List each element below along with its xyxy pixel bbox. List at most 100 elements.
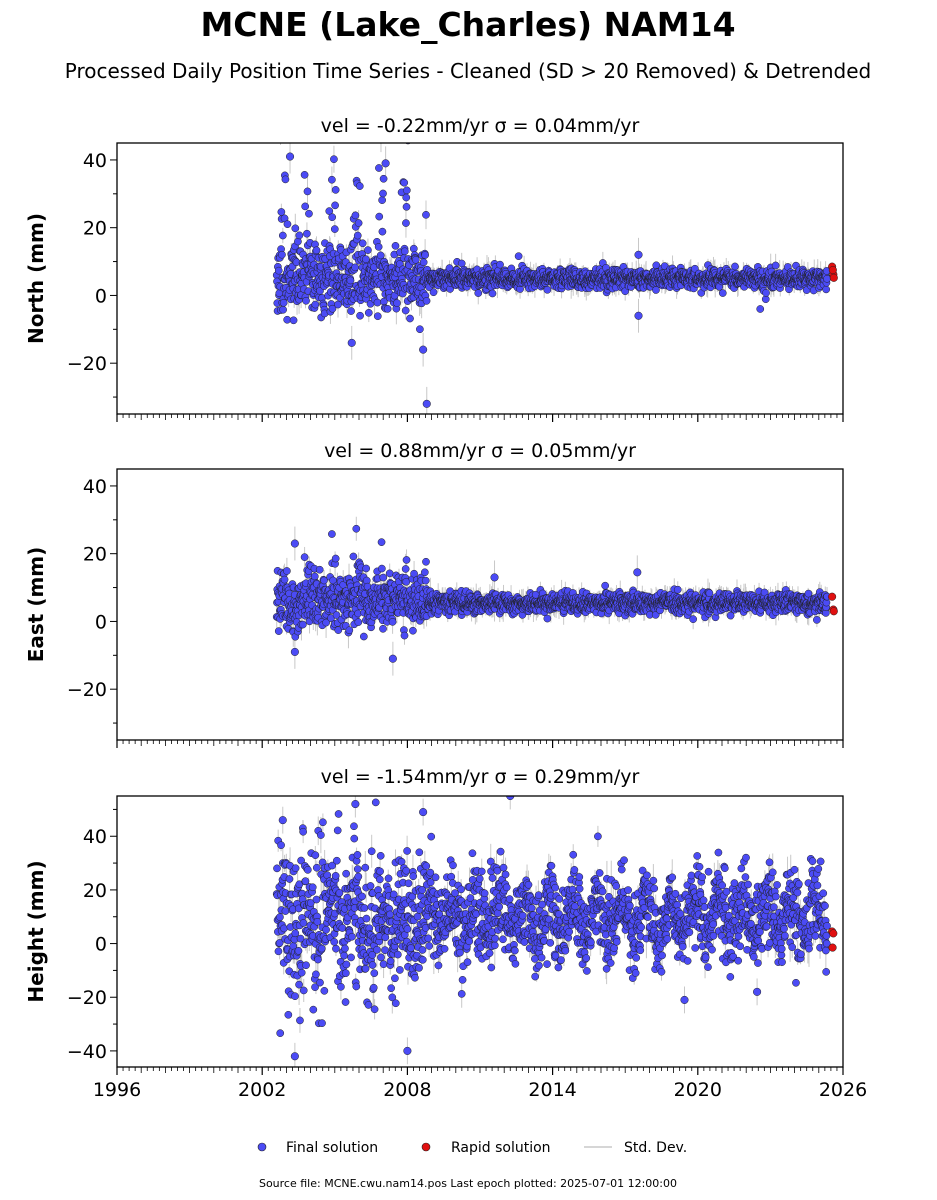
final-solution-point [331,554,340,563]
final-solution-point [364,246,372,254]
final-solution-points [272,130,831,408]
final-solution-point [331,201,339,210]
final-solution-point [277,130,284,137]
final-solution-point [278,231,287,240]
final-solution-point [349,552,358,561]
final-solution-point [731,262,739,271]
final-solution-point [400,631,409,640]
final-solution-point [673,585,682,594]
final-solution-point [402,186,411,195]
final-solution-point [376,251,385,260]
final-solution-point [823,274,831,283]
final-solution-point [283,567,291,575]
final-solution-point [302,296,310,305]
rapid-solution-points [828,262,838,282]
north-ylabel-group: North (mm) [24,213,48,344]
final-solution-point [331,186,340,194]
final-solution-point [330,155,338,164]
final-solution-point [291,224,300,233]
final-solution-point [419,258,428,267]
final-solution-point [416,325,424,334]
final-solution-point [402,556,411,564]
final-solution-point [353,231,362,240]
final-solution-point [543,285,552,294]
final-solution-point [375,164,383,172]
final-solution-point [330,225,339,233]
final-solution-point [310,572,319,581]
final-solution-point [429,288,438,297]
final-solution-point [822,285,831,294]
north-panel: vel = -0.22mm/yr σ = 0.04mm/yr North (mm… [24,115,844,422]
north-velocity-title: vel = -0.22mm/yr σ = 0.04mm/yr [321,115,640,137]
final-solution-point [328,213,337,222]
final-solution-point [377,538,386,546]
final-solution-point [375,212,384,221]
final-solution-point [328,175,336,184]
final-solution-outlier [285,152,295,161]
final-solution-point [391,242,400,250]
final-solution-point [334,300,342,309]
final-solution-point [281,175,290,184]
final-solution-point [358,239,367,248]
final-solution-point [400,247,409,256]
final-solution-point [295,231,304,240]
final-solution-point [762,289,770,297]
final-solution-point [377,564,386,573]
final-solution-point [383,305,392,313]
final-solution-point [300,171,309,179]
final-solution-point [354,219,363,227]
final-solution-point [410,569,418,578]
final-solution-point [322,618,330,627]
final-solution-point [378,227,387,236]
east-ylabel-group: East (mm) [24,547,48,663]
final-solution-point [362,564,371,573]
final-solution-point [332,611,341,619]
final-solution-point [401,306,410,315]
final-solution-point [421,576,430,585]
final-solution-point [385,569,394,578]
final-solution-point [601,581,610,590]
figure-title: MCNE (Lake_Charles) NAM14 [200,5,735,44]
final-solution-point [303,187,312,196]
final-solution-point [718,289,727,297]
final-solution-point [705,589,714,597]
final-solution-point [374,242,383,251]
final-solution-point [354,618,363,627]
final-solution-points [272,524,831,663]
final-solution-point [274,627,283,635]
final-solution-point [422,297,431,305]
final-solution-point [274,266,283,275]
y-tick-label: 40 [83,150,107,172]
final-solution-point [352,524,361,533]
final-solution-point [421,251,429,259]
final-solution-point [278,250,286,259]
final-solution-point [400,178,409,187]
final-solution-point [280,575,289,584]
final-solution-point [420,568,429,577]
final-solution-point [402,219,410,227]
final-solution-point [279,298,288,307]
final-solution-point [401,565,410,573]
final-solution-point [279,305,287,314]
final-solution-point [289,316,298,325]
final-solution-point [347,307,355,315]
figure-subtitle: Processed Daily Position Time Series - C… [65,59,871,83]
final-solution-point [393,299,401,307]
final-solution-point [364,308,373,317]
rapid-solution-point [828,265,837,275]
final-solution-point [689,615,698,624]
final-solution-point [320,576,328,585]
final-solution-point [300,553,309,561]
east-velocity-title: vel = 0.88mm/yr σ = 0.05mm/yr [324,440,636,462]
east-ylabel: East (mm) [24,547,48,663]
final-solution-point [422,557,430,566]
east-panel: vel = 0.88mm/yr σ = 0.05mm/yr East (mm) … [24,440,844,748]
y-tick-label: 0 [95,285,107,307]
final-solution-point [373,298,382,307]
final-solution-point [409,244,418,253]
final-solution-point [334,626,343,634]
final-solution-point [301,202,310,211]
final-solution-point [402,202,411,211]
final-solution-point [283,315,292,324]
